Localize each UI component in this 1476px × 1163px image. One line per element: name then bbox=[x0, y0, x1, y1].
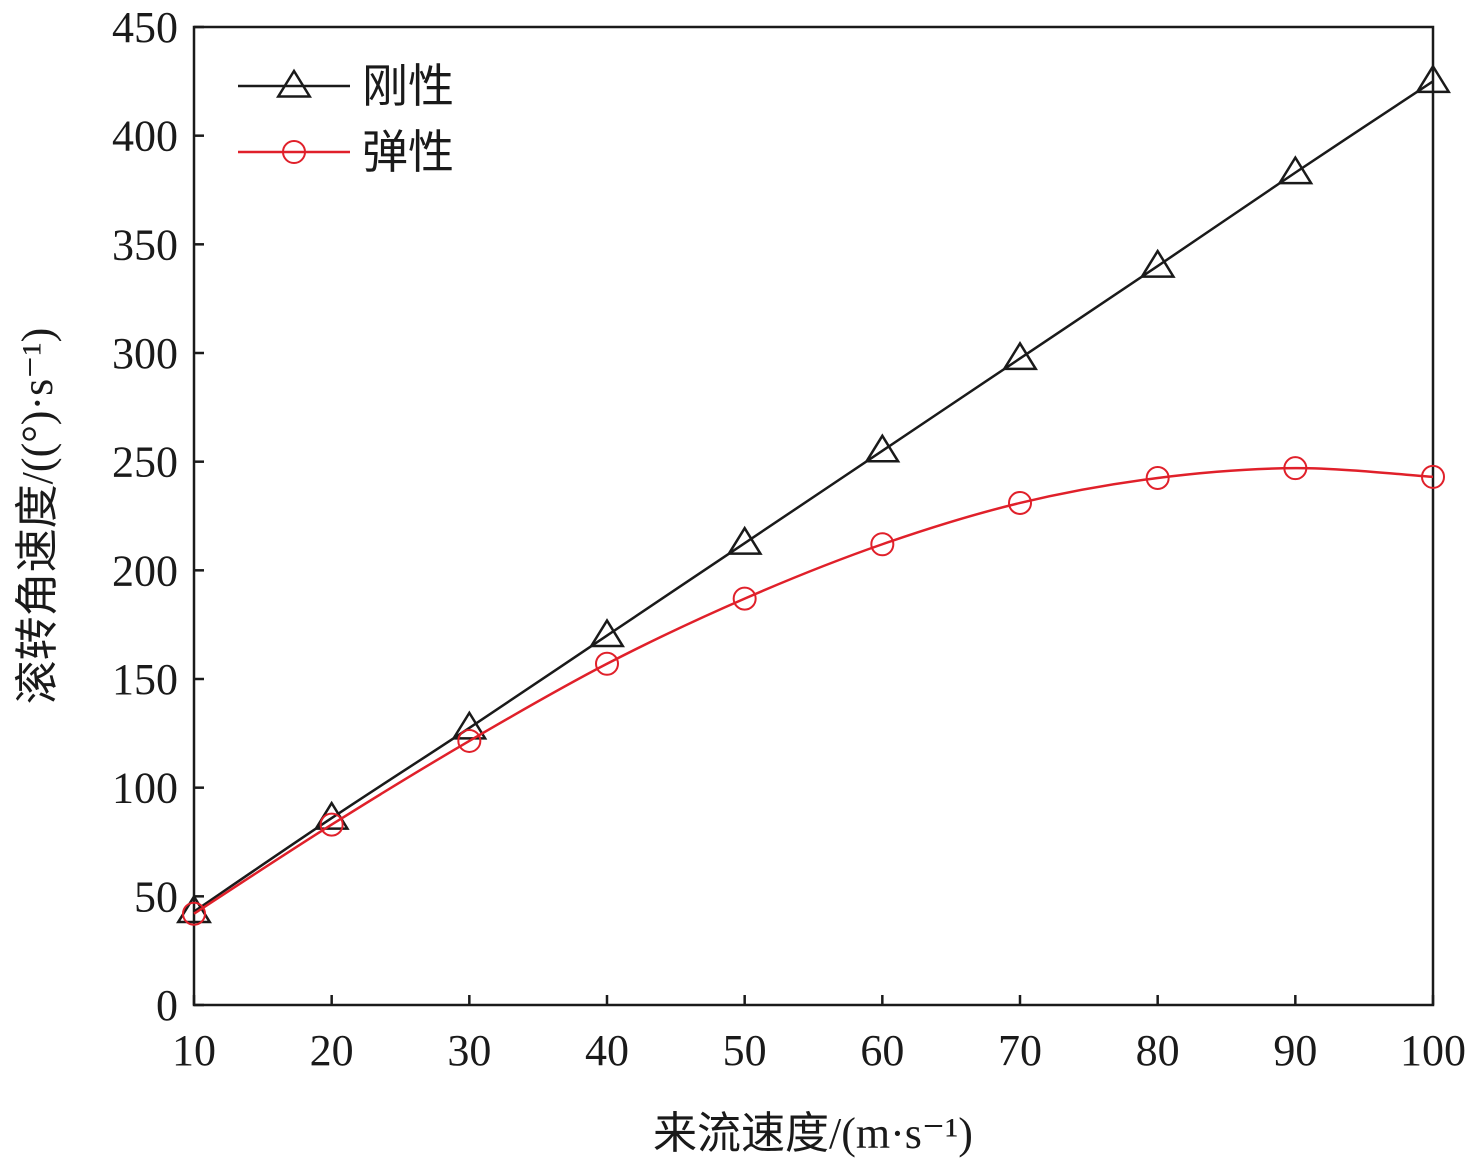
legend-marker bbox=[282, 140, 306, 164]
data-point bbox=[457, 728, 482, 753]
x-tick-label: 70 bbox=[998, 1026, 1042, 1075]
y-tick-label: 0 bbox=[156, 981, 178, 1030]
y-tick-label: 350 bbox=[112, 220, 178, 269]
legend-label: 弹性 bbox=[362, 127, 454, 178]
x-tick-label: 20 bbox=[310, 1026, 354, 1075]
data-point bbox=[1283, 456, 1308, 481]
data-point bbox=[595, 651, 619, 676]
series-line bbox=[193, 466, 1434, 915]
y-tick-label: 300 bbox=[112, 329, 178, 378]
legend-label: 刚性 bbox=[362, 61, 454, 112]
x-tick-label: 30 bbox=[447, 1026, 491, 1075]
data-point bbox=[726, 525, 763, 555]
plot-frame bbox=[192, 25, 1435, 1007]
data-point bbox=[1008, 490, 1032, 515]
legend-item: 刚性 bbox=[238, 61, 454, 112]
x-tick-label: 10 bbox=[172, 1026, 216, 1075]
y-axis-label: 滚转角速度/((°)·s⁻¹) bbox=[13, 328, 62, 705]
data-point bbox=[732, 586, 757, 611]
y-tick-label: 250 bbox=[112, 438, 178, 487]
x-tick-label: 60 bbox=[860, 1026, 904, 1075]
data-point bbox=[589, 618, 625, 648]
series-line bbox=[193, 80, 1434, 913]
legend-item: 弹性 bbox=[238, 127, 454, 178]
data-point bbox=[864, 433, 901, 463]
data-point bbox=[1145, 465, 1170, 490]
data-point bbox=[1002, 341, 1038, 371]
x-axis-label: 来流速度/(m·s⁻¹) bbox=[653, 1109, 973, 1158]
data-point bbox=[1277, 155, 1314, 185]
data-point bbox=[1139, 248, 1176, 278]
series-elastic bbox=[182, 456, 1445, 926]
y-tick-label: 450 bbox=[112, 3, 178, 52]
series-rigid bbox=[176, 63, 1451, 924]
legend-marker bbox=[276, 68, 312, 98]
x-tick-label: 50 bbox=[723, 1026, 767, 1075]
y-tick-label: 200 bbox=[112, 546, 178, 595]
data-point bbox=[1421, 464, 1445, 489]
y-tick-label: 400 bbox=[112, 112, 178, 161]
x-tick-label: 100 bbox=[1400, 1026, 1466, 1075]
x-tick-label: 40 bbox=[585, 1026, 629, 1075]
data-point bbox=[182, 901, 206, 926]
y-tick-label: 50 bbox=[134, 872, 178, 921]
data-point bbox=[1415, 63, 1451, 94]
data-point bbox=[870, 532, 895, 557]
y-tick-label: 150 bbox=[112, 655, 178, 704]
data-point bbox=[451, 710, 488, 740]
x-tick-label: 90 bbox=[1273, 1026, 1317, 1075]
x-tick-label: 80 bbox=[1136, 1026, 1180, 1075]
data-point bbox=[319, 812, 344, 837]
y-tick-label: 100 bbox=[112, 764, 178, 813]
